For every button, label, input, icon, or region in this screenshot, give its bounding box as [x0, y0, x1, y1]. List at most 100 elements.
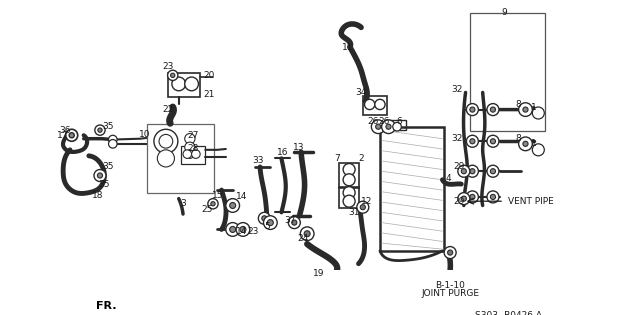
- Text: 23: 23: [248, 227, 259, 236]
- Bar: [181, 146, 205, 164]
- Circle shape: [109, 135, 117, 144]
- Circle shape: [532, 107, 544, 119]
- Circle shape: [523, 141, 528, 146]
- Text: 27: 27: [188, 131, 199, 140]
- Text: 33: 33: [253, 157, 264, 165]
- Bar: [339, 187, 360, 208]
- Circle shape: [343, 163, 355, 175]
- Text: 10: 10: [139, 130, 150, 139]
- Text: 25: 25: [202, 205, 212, 214]
- Text: 29: 29: [453, 163, 465, 171]
- Circle shape: [264, 216, 277, 229]
- Text: 32: 32: [451, 85, 463, 94]
- Circle shape: [461, 169, 467, 174]
- Circle shape: [518, 137, 532, 151]
- Circle shape: [191, 150, 200, 158]
- Circle shape: [259, 212, 270, 224]
- Text: 22: 22: [163, 105, 174, 114]
- Circle shape: [109, 140, 117, 148]
- Circle shape: [467, 104, 478, 116]
- Circle shape: [343, 187, 355, 199]
- Circle shape: [490, 194, 495, 199]
- Text: 20: 20: [203, 71, 214, 80]
- Circle shape: [518, 103, 532, 117]
- Text: 12: 12: [362, 197, 372, 206]
- Circle shape: [97, 173, 102, 178]
- Text: 23: 23: [162, 62, 173, 71]
- Circle shape: [381, 120, 396, 134]
- Circle shape: [236, 223, 250, 236]
- Circle shape: [470, 107, 475, 112]
- Text: 35: 35: [102, 163, 113, 171]
- Circle shape: [185, 134, 195, 144]
- Circle shape: [357, 201, 369, 213]
- Text: 2: 2: [358, 154, 364, 163]
- Circle shape: [185, 77, 198, 91]
- Text: 35: 35: [99, 180, 110, 189]
- Circle shape: [208, 199, 218, 209]
- Circle shape: [386, 124, 391, 129]
- Bar: [470, 13, 545, 131]
- Text: 18: 18: [92, 191, 103, 200]
- Circle shape: [183, 150, 191, 158]
- Text: 31: 31: [349, 208, 360, 217]
- Text: 7: 7: [334, 154, 340, 163]
- Circle shape: [343, 174, 355, 186]
- Circle shape: [168, 70, 178, 80]
- Circle shape: [458, 165, 470, 177]
- Circle shape: [66, 129, 77, 141]
- Text: 14: 14: [236, 227, 247, 236]
- Circle shape: [487, 104, 499, 116]
- Text: 26: 26: [378, 117, 390, 126]
- Text: S303- B0426 A: S303- B0426 A: [475, 311, 542, 315]
- Text: B-1-10: B-1-10: [435, 281, 465, 289]
- Circle shape: [375, 99, 385, 110]
- Bar: [339, 163, 360, 188]
- Circle shape: [172, 77, 186, 91]
- Circle shape: [69, 133, 74, 138]
- Circle shape: [470, 194, 475, 199]
- Text: JOINT PURGE: JOINT PURGE: [421, 289, 479, 298]
- Text: 14: 14: [236, 192, 247, 201]
- Circle shape: [211, 202, 215, 206]
- Circle shape: [230, 203, 236, 209]
- Circle shape: [292, 220, 297, 225]
- Circle shape: [487, 191, 499, 203]
- Circle shape: [490, 139, 495, 144]
- Text: 21: 21: [203, 90, 214, 99]
- Circle shape: [186, 150, 194, 158]
- Text: 1: 1: [531, 102, 537, 112]
- Circle shape: [487, 165, 499, 177]
- Circle shape: [154, 129, 178, 153]
- Text: 16: 16: [276, 148, 288, 157]
- Text: 15: 15: [211, 191, 223, 200]
- Text: 36: 36: [59, 126, 70, 135]
- Circle shape: [523, 107, 528, 112]
- Text: 32: 32: [451, 134, 463, 143]
- Circle shape: [240, 226, 246, 232]
- Circle shape: [461, 196, 467, 201]
- Text: 17: 17: [58, 131, 69, 140]
- Bar: [363, 96, 387, 115]
- Text: 19: 19: [312, 269, 324, 278]
- Circle shape: [226, 223, 239, 236]
- Circle shape: [467, 191, 478, 203]
- Bar: [380, 127, 444, 251]
- Circle shape: [490, 169, 495, 174]
- Circle shape: [95, 125, 105, 135]
- Circle shape: [185, 142, 195, 152]
- Circle shape: [487, 135, 499, 147]
- Circle shape: [376, 124, 381, 129]
- Text: 35: 35: [102, 122, 113, 131]
- Text: 29: 29: [453, 197, 465, 206]
- Circle shape: [304, 231, 310, 237]
- Text: VENT PIPE: VENT PIPE: [508, 197, 554, 206]
- Circle shape: [447, 250, 452, 255]
- Circle shape: [371, 120, 385, 134]
- Circle shape: [226, 199, 239, 212]
- Circle shape: [360, 205, 365, 210]
- Text: 5: 5: [264, 222, 270, 232]
- Circle shape: [343, 195, 355, 207]
- Circle shape: [458, 193, 470, 205]
- Text: 3: 3: [180, 199, 186, 208]
